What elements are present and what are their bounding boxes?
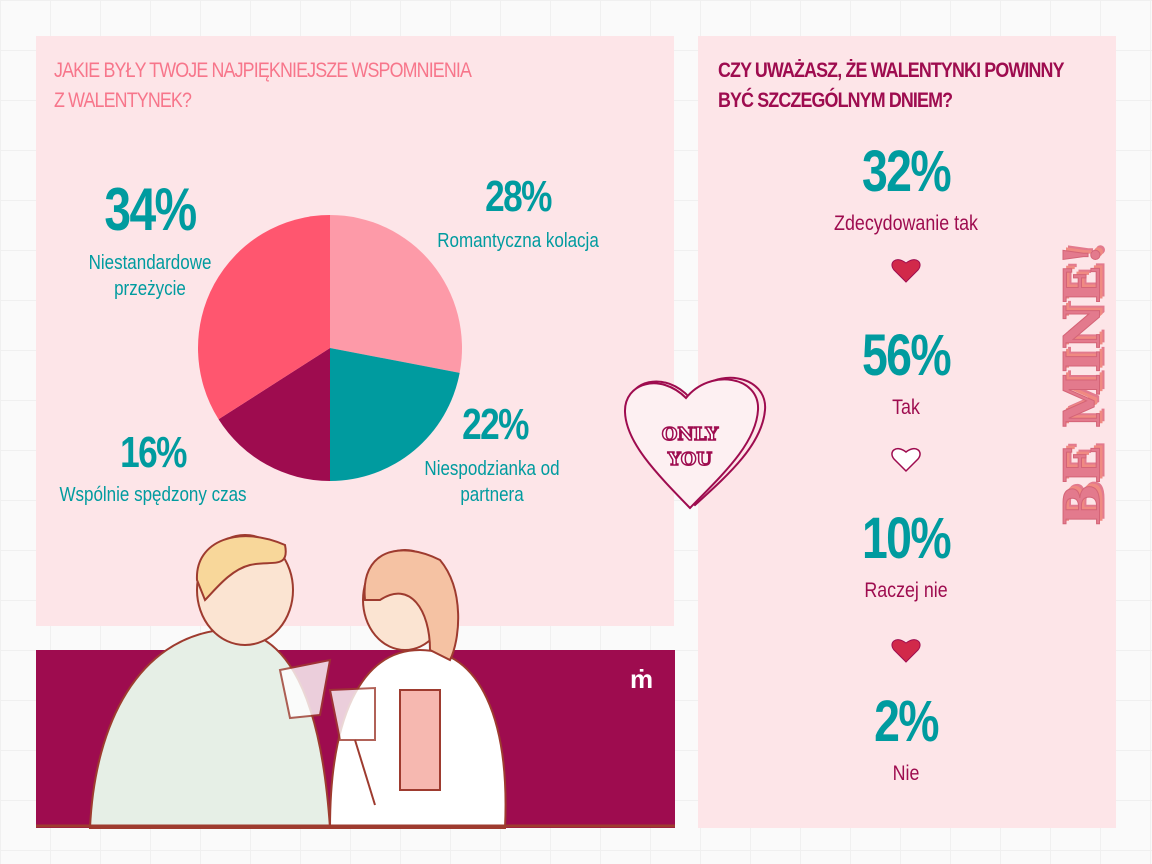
- heart-outline-icon: [891, 447, 921, 473]
- pct-niestandardowe: 34%: [104, 176, 197, 243]
- pie-slice: [330, 348, 460, 481]
- sticker-text: YOU: [667, 449, 713, 470]
- pct-nie: 2%: [874, 689, 939, 754]
- pie-slice: [330, 215, 463, 373]
- pct-raczej-nie: 10%: [861, 506, 952, 571]
- heart-icon: [891, 639, 921, 663]
- label-nie: Nie: [892, 762, 920, 785]
- brand-logo: ṁ: [630, 664, 654, 694]
- heart-icon: [891, 259, 921, 283]
- label-line: Niespodzianka od: [424, 458, 560, 480]
- right-panel: [698, 36, 1116, 828]
- pct-romantyczna: 28%: [485, 172, 552, 221]
- pct-wspolnie: 16%: [120, 428, 187, 477]
- title-line: BYĆ SZCZEGÓLNYM DNIEM?: [718, 89, 953, 112]
- label-romantyczna: Romantyczna kolacja: [437, 230, 599, 252]
- label-zdecydowanie-tak: Zdecydowanie tak: [834, 212, 978, 235]
- label-tak: Tak: [892, 396, 920, 419]
- label-line: partnera: [460, 484, 524, 506]
- title-line: JAKIE BYŁY TWOJE NAJPIĘKNIEJSZE WSPOMNIE…: [54, 59, 472, 82]
- pct-niespodzianka: 22%: [462, 400, 529, 449]
- label-wspolnie: Wspólnie spędzony czas: [59, 484, 247, 506]
- label-niespodzianka: Niespodzianka od partnera: [407, 456, 577, 508]
- title-line: CZY UWAŻASZ, ŻE WALENTYNKI POWINNY: [718, 59, 1064, 82]
- pct-zdecydowanie-tak: 32%: [861, 139, 952, 204]
- label-raczej-nie: Raczej nie: [864, 579, 948, 602]
- be-mine-text: BE MINE!: [1052, 243, 1112, 527]
- pie-slice: [198, 215, 330, 420]
- label-line: przeżycie: [114, 278, 186, 300]
- label-line: Niestandardowe: [88, 252, 212, 274]
- pie-slice: [218, 348, 330, 481]
- label-niestandardowe: Niestandardowe przeżycie: [74, 250, 227, 302]
- left-title: JAKIE BYŁY TWOJE NAJPIĘKNIEJSZE WSPOMNIE…: [54, 56, 472, 116]
- right-title: CZY UWAŻASZ, ŻE WALENTYNKI POWINNY BYĆ S…: [718, 56, 1064, 116]
- pct-tak: 56%: [861, 323, 952, 388]
- title-line: Z WALENTYNEK?: [54, 89, 192, 112]
- sticker-text: ONLY: [662, 424, 720, 445]
